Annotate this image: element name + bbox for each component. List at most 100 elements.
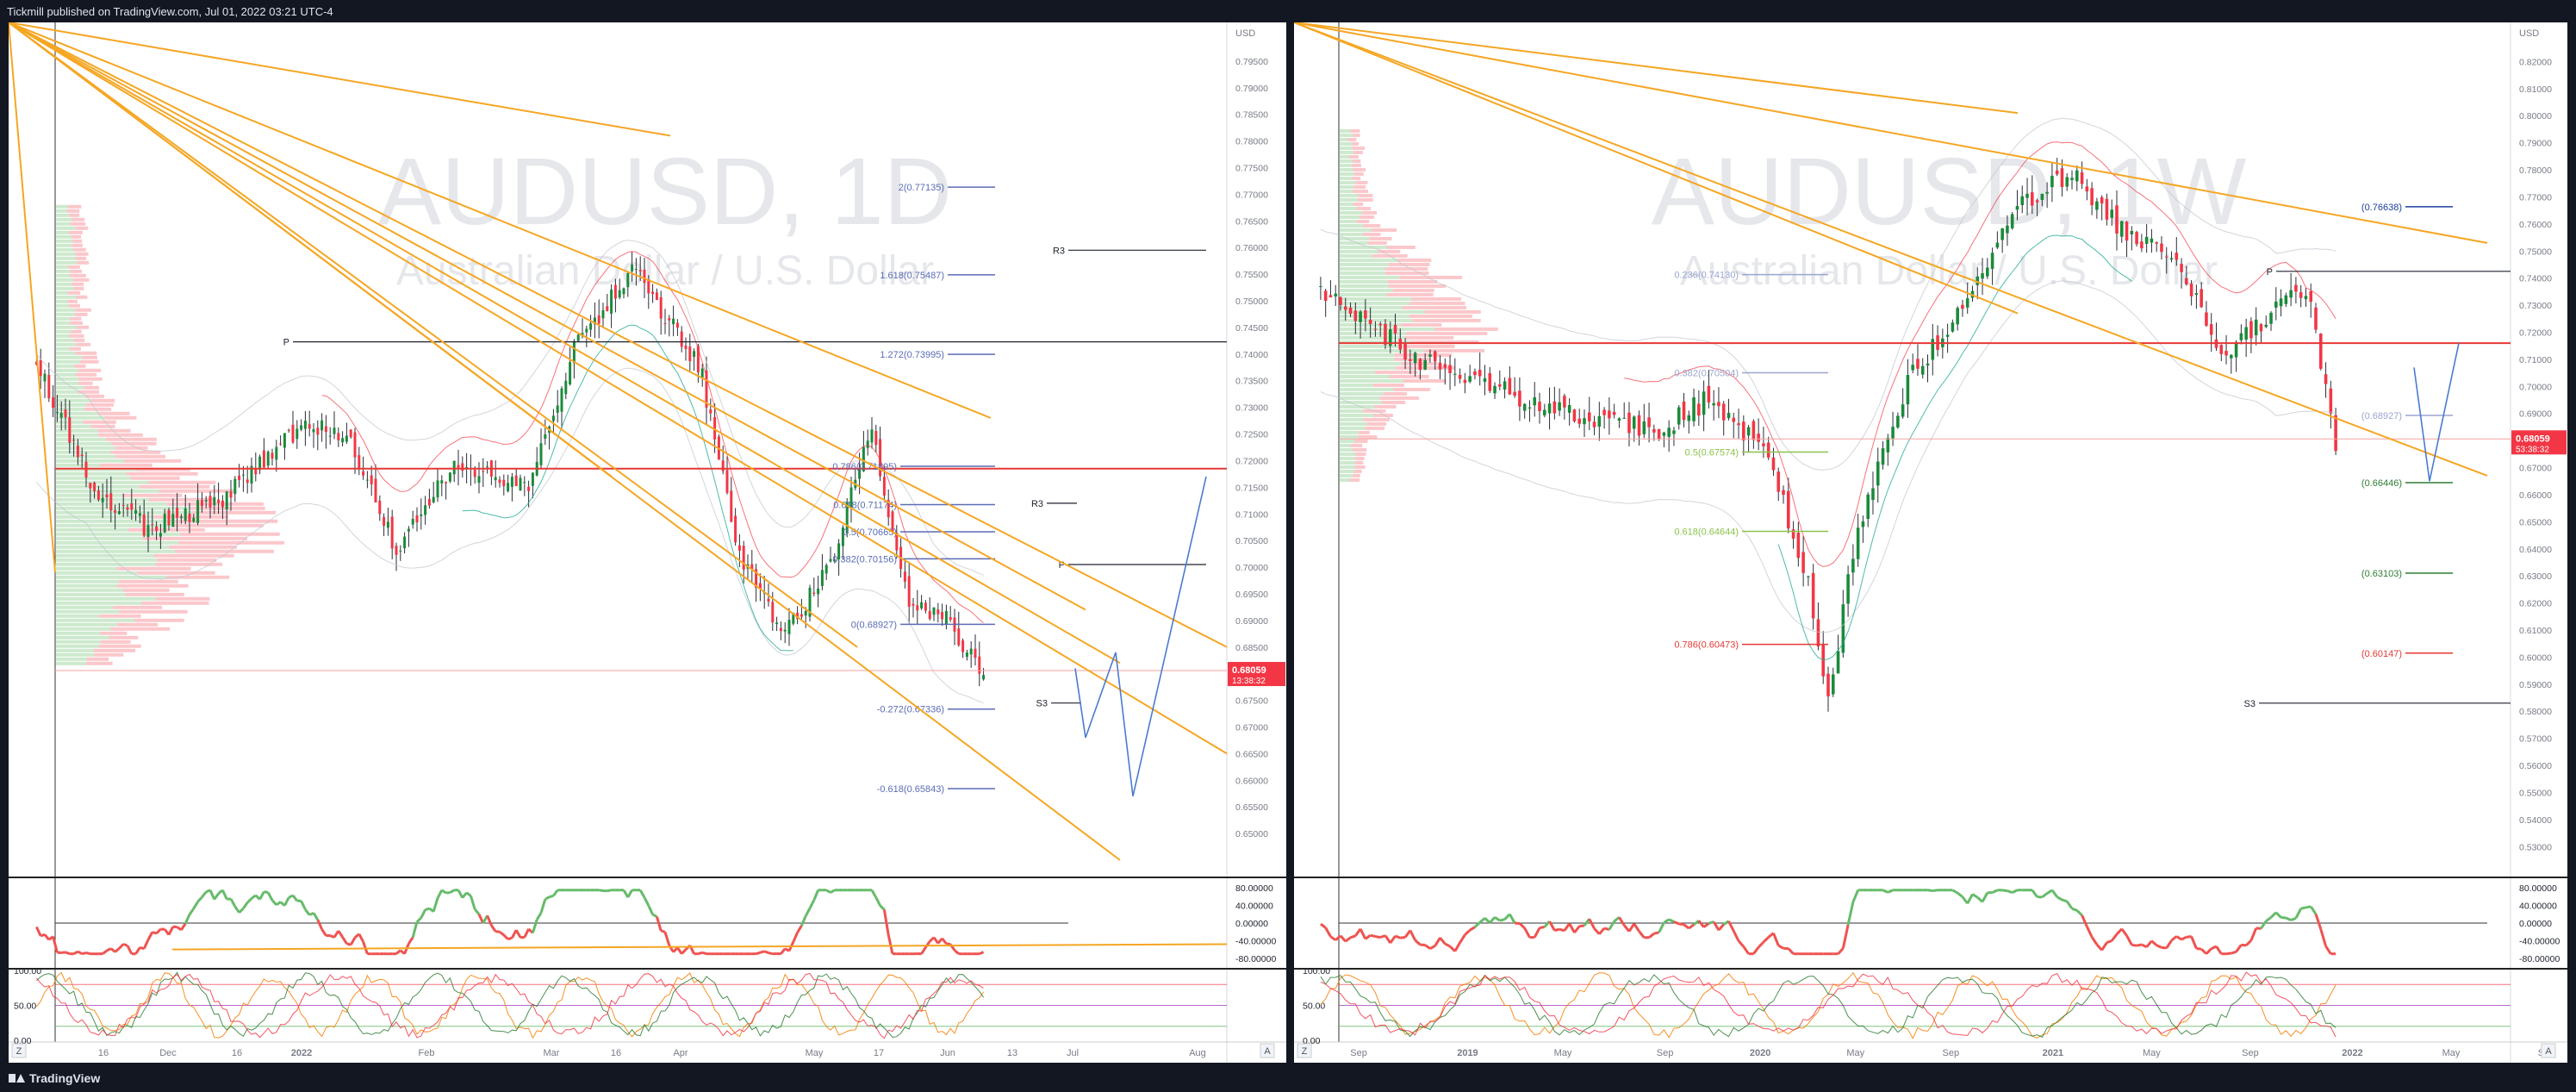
- time-axis-label: 13: [1007, 1048, 1017, 1058]
- candle-body: [2095, 201, 2099, 210]
- rsi-segment: [213, 892, 220, 901]
- volume-profile-down-bar: [1378, 249, 1401, 253]
- candle-body: [171, 514, 175, 527]
- candle-body: [1836, 651, 1840, 674]
- volume-profile-down-bar: [1353, 447, 1367, 452]
- volume-profile-up-bar: [56, 549, 176, 553]
- volume-profile-down-bar: [101, 640, 131, 644]
- auto-scale-button-bg: [2541, 1043, 2556, 1058]
- volume-profile-down-bar: [84, 385, 100, 390]
- candle-body: [2164, 256, 2168, 258]
- volume-profile-down-bar: [155, 562, 223, 566]
- rsi-segment: [408, 936, 414, 945]
- rsi-segment: [114, 947, 121, 953]
- candle-body: [1986, 267, 1989, 277]
- candle-body: [1762, 443, 1765, 446]
- volume-profile-down-bar: [67, 290, 81, 295]
- rsi-segment: [1787, 947, 1795, 955]
- volume-profile-up-bar: [1340, 236, 1370, 240]
- candle-body: [308, 424, 311, 429]
- tradingview-brand[interactable]: TradingView: [9, 1071, 100, 1085]
- rsi-segment: [1375, 935, 1381, 939]
- candle-body: [663, 322, 667, 324]
- rsi-segment: [258, 890, 265, 901]
- volume-profile-down-bar: [116, 583, 189, 588]
- rsi-segment: [499, 930, 505, 937]
- rsi-segment: [2319, 928, 2328, 947]
- rsi-tick-label: 40.00000: [1235, 902, 1273, 912]
- time-axis-label: May: [806, 1048, 824, 1058]
- candle-body: [1418, 359, 1422, 371]
- volume-profile-up-bar: [56, 269, 71, 273]
- volume-profile-down-bar: [73, 338, 85, 342]
- candle-body: [2189, 284, 2193, 296]
- volume-profile-up-bar: [56, 424, 91, 428]
- time-axis-label: 2022: [291, 1048, 312, 1058]
- rsi-segment: [1414, 939, 1422, 946]
- candle-body: [225, 491, 228, 510]
- rsi-segment: [1439, 937, 1447, 945]
- zoom-button-label: Z: [1302, 1046, 1308, 1057]
- rsi-segment: [490, 924, 497, 933]
- rsi-segment: [461, 891, 468, 899]
- candle-body: [188, 513, 191, 522]
- volume-profile-up-bar: [56, 299, 68, 303]
- volume-profile-down-bar: [1374, 370, 1418, 374]
- candle-body: [213, 496, 216, 506]
- rsi-segment: [264, 890, 269, 894]
- candle-body: [2065, 177, 2069, 187]
- volume-profile-up-bar: [56, 407, 85, 411]
- candle-body: [494, 477, 497, 481]
- weekly-chart-svg[interactable]: AUDUSD, 1WAustralian Dollar / U.S. Dolla…: [1294, 22, 2567, 1063]
- rsi-segment: [979, 951, 985, 956]
- candle-body: [1528, 407, 1532, 409]
- zoom-button-bg: [11, 1043, 27, 1058]
- volume-profile-up-bar: [56, 579, 120, 583]
- volume-profile-down-bar: [178, 540, 285, 545]
- chart-panel-weekly[interactable]: AUDUSD, 1WAustralian Dollar / U.S. Dolla…: [1294, 22, 2567, 1063]
- volume-profile-down-bar: [1355, 180, 1368, 184]
- rsi-segment: [1400, 936, 1406, 939]
- candle-body: [424, 505, 427, 515]
- candle-body: [696, 346, 700, 372]
- rsi-segment: [1563, 922, 1571, 932]
- candle-body: [2318, 334, 2323, 369]
- volume-profile-up-bar: [1340, 128, 1351, 133]
- rsi-tick-label: 0.00000: [1235, 919, 1268, 929]
- volume-profile-down-bar: [98, 644, 141, 648]
- time-axis-label: 17: [874, 1048, 884, 1058]
- candle-body: [507, 483, 510, 492]
- rsi-segment: [626, 889, 633, 898]
- volume-profile-up-bar: [1340, 417, 1364, 421]
- candle-body: [1717, 402, 1720, 407]
- rsi-segment: [1320, 922, 1327, 929]
- rsi-segment: [1762, 936, 1770, 944]
- volume-profile-down-bar: [115, 454, 166, 459]
- volume-profile-down-bar: [66, 209, 80, 213]
- candle-body: [1757, 434, 1760, 442]
- candle-body: [262, 450, 265, 468]
- volume-profile-up-bar: [56, 609, 120, 614]
- volume-profile-up-bar: [1340, 228, 1372, 232]
- rsi-segment: [205, 889, 211, 894]
- price-tick-label: 0.70000: [2519, 382, 2552, 392]
- pivot-label: S3: [1036, 699, 1048, 709]
- supertrend-down-line: [321, 251, 984, 623]
- volume-profile-up-bar: [1340, 150, 1354, 154]
- volume-profile-up-bar: [56, 303, 69, 308]
- rsi-segment: [701, 951, 707, 956]
- candle-body: [961, 640, 965, 652]
- volume-profile-up-bar: [56, 480, 149, 484]
- volume-profile-down-bar: [1356, 206, 1372, 210]
- countdown-label: 53:38:32: [2516, 445, 2549, 454]
- volume-profile-down-bar: [1411, 296, 1461, 301]
- volume-profile-up-bar: [56, 484, 140, 489]
- volume-profile-up-bar: [1340, 370, 1375, 374]
- candle-body: [241, 474, 245, 476]
- candle-body: [1961, 304, 1964, 309]
- candle-body: [47, 375, 51, 399]
- candle-body: [1742, 421, 1745, 441]
- chart-panel-daily[interactable]: AUDUSD, 1D Australian Dollar / U.S. Dolla…: [9, 22, 1286, 1063]
- volume-profile-up-bar: [1340, 357, 1395, 361]
